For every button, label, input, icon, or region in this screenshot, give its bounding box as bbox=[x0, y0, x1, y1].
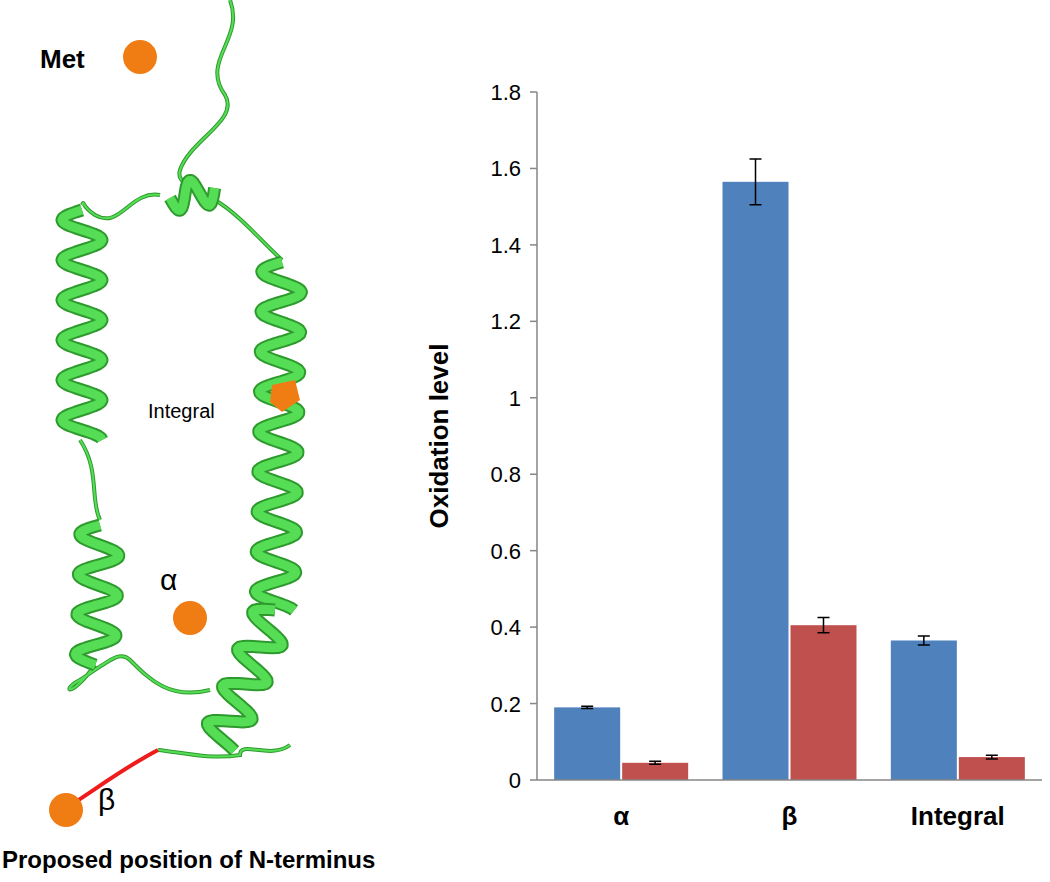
y-tick-label: 1.6 bbox=[490, 156, 521, 181]
y-tick bbox=[530, 703, 537, 705]
n-terminus-caption: Proposed position of N-terminus bbox=[2, 846, 375, 873]
alpha-label: α bbox=[160, 563, 177, 596]
y-axis bbox=[536, 92, 538, 780]
y-tick bbox=[530, 244, 537, 246]
y-tick-label: 0 bbox=[509, 768, 521, 793]
helix bbox=[170, 181, 215, 211]
error-bar bbox=[818, 618, 830, 633]
loop-outline bbox=[215, 200, 282, 260]
helix bbox=[208, 609, 283, 751]
bar bbox=[554, 707, 620, 780]
loop bbox=[82, 195, 160, 219]
y-tick bbox=[530, 91, 537, 93]
bar bbox=[891, 640, 957, 780]
error-bar bbox=[649, 761, 661, 764]
x-tick-label: α bbox=[613, 801, 629, 831]
bar bbox=[622, 763, 688, 780]
helix-outline bbox=[75, 525, 119, 665]
integral-label: Integral bbox=[148, 400, 215, 422]
y-tick bbox=[530, 626, 537, 628]
loop bbox=[80, 440, 100, 520]
y-tick-label: 0.2 bbox=[490, 692, 521, 717]
y-tick bbox=[530, 321, 537, 323]
error-bar bbox=[750, 159, 762, 205]
protein-cartoon: Met Integral α β Proposed position of N-term… bbox=[2, 0, 375, 873]
y-tick bbox=[530, 779, 537, 781]
bars bbox=[554, 159, 1025, 780]
bar-chart: 0 0.2 0.4 0.6 0.8 1 1.2 1.4 1.6 1.8 α β Integral Oxid… bbox=[424, 80, 1042, 831]
error-bar bbox=[986, 755, 998, 759]
met-label: Met bbox=[40, 44, 85, 74]
y-tick-label: 1.8 bbox=[490, 80, 521, 105]
y-tick-label: 1 bbox=[509, 386, 521, 411]
loop bbox=[215, 200, 282, 260]
bar bbox=[791, 625, 857, 780]
helix bbox=[255, 262, 301, 610]
integral-marker bbox=[270, 380, 300, 412]
y-tick bbox=[530, 473, 537, 475]
helix-outline bbox=[208, 609, 283, 751]
helix bbox=[75, 525, 119, 665]
y-tick bbox=[530, 397, 537, 399]
loop bbox=[179, 0, 233, 200]
alpha-marker bbox=[173, 601, 207, 635]
y-tick-label: 1.2 bbox=[490, 309, 521, 334]
beta-marker bbox=[49, 793, 83, 827]
y-tick-label: 1.4 bbox=[490, 233, 521, 258]
loop-outline bbox=[82, 195, 160, 219]
loop-outline bbox=[80, 440, 100, 520]
helix-outline bbox=[62, 210, 102, 440]
helix-outline bbox=[170, 181, 215, 211]
loop-outline bbox=[179, 0, 233, 200]
helix bbox=[62, 210, 102, 440]
y-axis-title: Oxidation level bbox=[424, 344, 454, 529]
x-tick-label: Integral bbox=[911, 801, 1005, 831]
bar bbox=[959, 757, 1025, 780]
x-tick-label: β bbox=[782, 801, 798, 831]
met-marker bbox=[123, 40, 157, 74]
bar bbox=[723, 182, 789, 780]
error-bar bbox=[918, 636, 930, 645]
error-bar bbox=[581, 706, 593, 708]
beta-label: β bbox=[98, 783, 115, 816]
y-tick-label: 0.6 bbox=[490, 539, 521, 564]
figure: Met Integral α β Proposed position of N-term… bbox=[0, 0, 1050, 882]
y-tick-label: 0.8 bbox=[490, 462, 521, 487]
y-tick bbox=[530, 550, 537, 552]
y-tick bbox=[530, 168, 537, 170]
helix-outline bbox=[255, 262, 301, 610]
x-axis bbox=[537, 779, 1042, 781]
y-tick-label: 0.4 bbox=[490, 615, 521, 640]
